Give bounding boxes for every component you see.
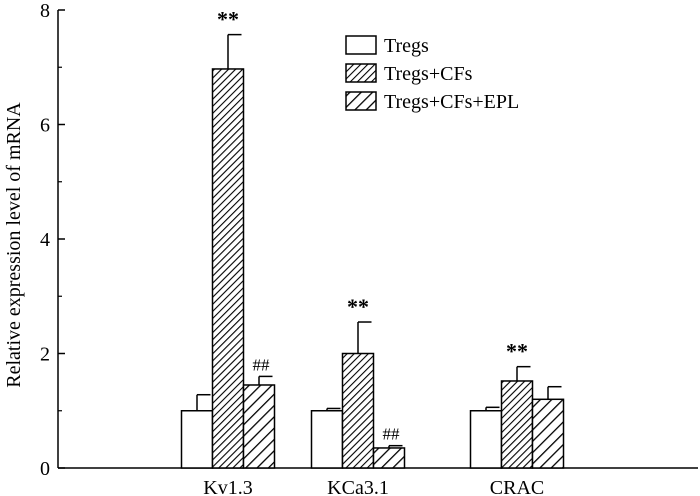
category-label: KCa3.1 <box>327 477 389 496</box>
bar-0-0 <box>180 410 214 469</box>
bar-1-0 <box>211 68 245 469</box>
bar-2-2 <box>531 398 565 469</box>
bar-0-2 <box>469 410 503 469</box>
significance-label: ## <box>253 355 271 374</box>
legend-swatch-0 <box>345 35 377 55</box>
legend: Tregs Tregs+CFs Tregs+CFs+EPL <box>345 35 519 113</box>
category-label: Kv1.3 <box>203 477 252 496</box>
significance-label: ## <box>383 425 401 444</box>
category-label: CRAC <box>490 477 544 496</box>
legend-swatch-1 <box>345 63 377 83</box>
y-axis-title: Relative expression level of mRNA <box>3 102 25 388</box>
bar-1-1 <box>341 352 375 469</box>
legend-label-2: Tregs+CFs+EPL <box>384 91 519 113</box>
significance-label: ** <box>217 7 239 32</box>
y-tick-label: 6 <box>40 115 50 137</box>
bar-0-1 <box>310 410 344 469</box>
axes: 0 2 4 6 8 Kv1.3 KCa3.1 CRAC <box>40 0 698 496</box>
significance-label: ** <box>506 339 528 364</box>
y-tick-label: 8 <box>40 0 50 22</box>
bars: ** ## ** ## ** <box>180 7 565 469</box>
legend-swatch-2 <box>345 91 377 111</box>
legend-label-0: Tregs <box>384 35 429 57</box>
y-tick-label: 2 <box>40 344 50 366</box>
significance-label: ** <box>347 294 369 319</box>
bar-2-0 <box>242 384 276 469</box>
bar-2-1 <box>372 447 406 469</box>
legend-label-1: Tregs+CFs <box>384 63 473 85</box>
y-tick-label: 4 <box>40 229 50 251</box>
y-tick-label: 0 <box>40 458 50 480</box>
bar-1-2 <box>500 380 534 469</box>
